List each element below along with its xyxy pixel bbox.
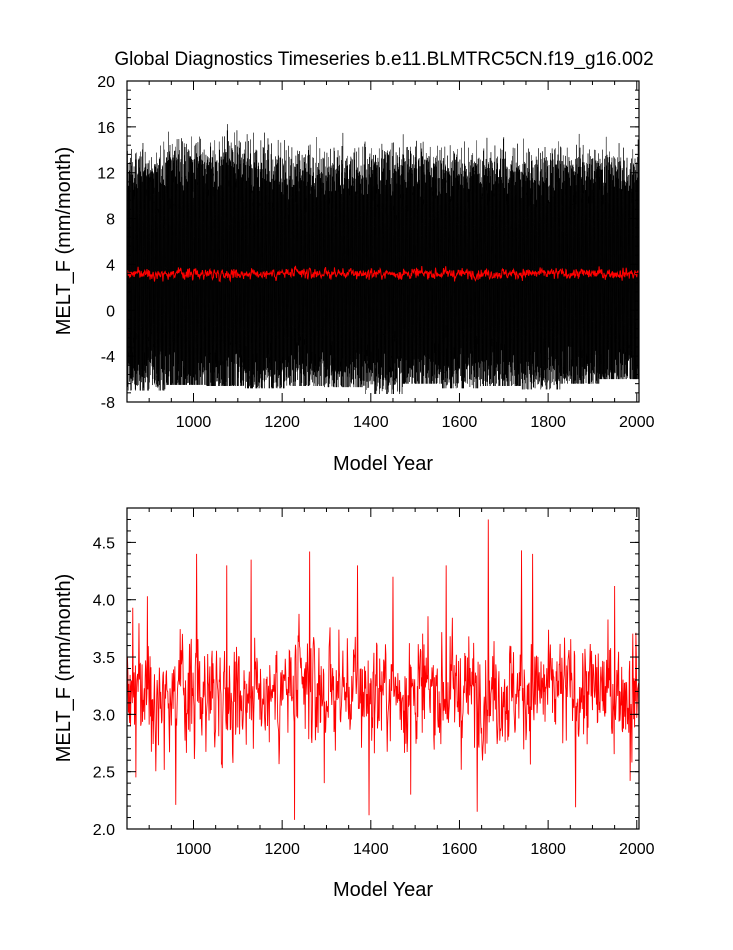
top-y-tick-label: -8 <box>101 395 115 412</box>
monthly-series-line <box>126 124 640 394</box>
top-y-tick-label: -4 <box>101 349 115 366</box>
bottom-y-tick-label: 3.5 <box>93 650 115 667</box>
bottom-x-axis-label: Model Year <box>333 879 433 901</box>
bottom-x-tick-label: 1200 <box>264 841 300 858</box>
top-y-tick-label: 4 <box>106 257 115 274</box>
bottom-x-tick-label: 1400 <box>353 841 389 858</box>
top-x-tick-label: 1800 <box>530 414 566 431</box>
bottom-x-tick-label: 2000 <box>619 841 655 858</box>
top-x-tick-label: 1600 <box>442 414 478 431</box>
bottom-plot-frame <box>126 507 640 830</box>
top-series-lines <box>126 124 640 394</box>
bottom-y-tick-label: 4.5 <box>93 535 115 552</box>
top-x-tick-label: 1200 <box>264 414 300 431</box>
bottom-x-tick-label: 1800 <box>530 841 566 858</box>
annual-series-line <box>126 519 640 820</box>
top-panel: 1000 1200 1400 1600 1800 2000 -8 -4 0 4 8 12 16 20 Mo… <box>53 74 655 475</box>
bottom-x-tick-label: 1600 <box>442 841 478 858</box>
bottom-y-tick-label: 3.0 <box>93 707 115 724</box>
top-y-tick-label: 16 <box>97 120 115 137</box>
annual-series-line-top <box>126 265 640 283</box>
top-x-tick-label: 2000 <box>619 414 655 431</box>
top-y-axis-label: MELT_F (mm/month) <box>53 147 75 336</box>
top-y-tick-label: 12 <box>97 166 115 183</box>
top-y-tick-label: 20 <box>97 74 115 91</box>
chart-title: Global Diagnostics Timeseries b.e11.BLMT… <box>114 49 653 70</box>
top-x-tick-label: 1000 <box>176 414 212 431</box>
bottom-y-tick-label: 2.0 <box>93 822 115 839</box>
top-y-tick-label: 0 <box>106 303 115 320</box>
bottom-panel: 1000 1200 1400 1600 1800 2000 2.0 2.5 3.0 3.5 4.0 4… <box>53 507 655 901</box>
top-x-axis-label: Model Year <box>333 453 433 475</box>
top-x-tick-label: 1400 <box>353 414 389 431</box>
bottom-y-tick-label: 4.0 <box>93 593 115 610</box>
bottom-y-axis-label: MELT_F (mm/month) <box>53 574 75 763</box>
top-axes: 1000 1200 1400 1600 1800 2000 -8 -4 0 4 8 12 16 20 <box>97 74 654 431</box>
bottom-y-tick-label: 2.5 <box>93 765 115 782</box>
top-plot-frame <box>126 80 640 403</box>
bottom-series-lines <box>126 519 640 820</box>
top-y-tick-label: 8 <box>106 212 115 229</box>
bottom-x-tick-label: 1000 <box>176 841 212 858</box>
bottom-axes: 1000 1200 1400 1600 1800 2000 2.0 2.5 3.0 3.5 4.0 4… <box>93 507 655 858</box>
